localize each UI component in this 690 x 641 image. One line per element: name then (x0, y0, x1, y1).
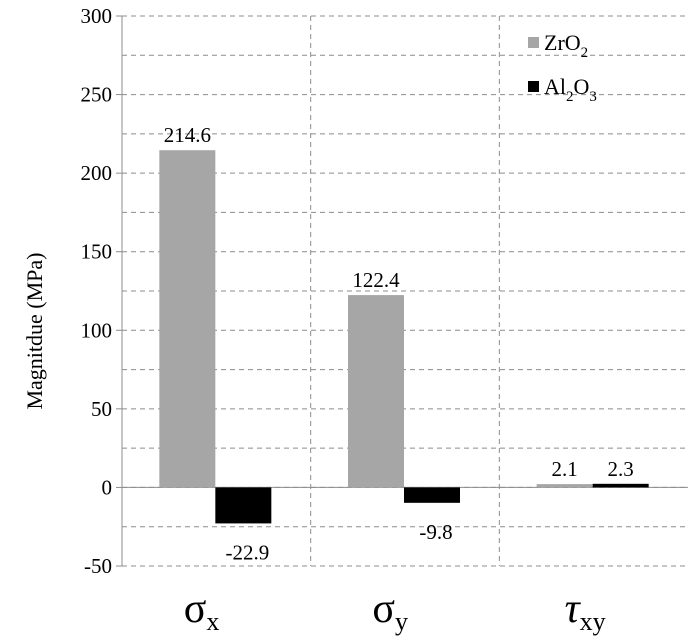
y-tick-label: 250 (81, 83, 113, 107)
legend-item-al2o3: Al2O3 (528, 74, 597, 105)
x-tick-subscript: y (395, 607, 408, 636)
legend: ZrO2 Al2O3 (528, 30, 597, 105)
bars (159, 150, 649, 524)
y-tick-label: -50 (84, 554, 112, 578)
value-labels: 214.6 122.4 2.1 -22.9 -9.8 2.3 (164, 123, 634, 564)
x-tick-symbol: τ (565, 586, 582, 632)
legend-item-zro2: ZrO2 (528, 30, 588, 61)
x-tick-symbol: σ (372, 586, 395, 632)
x-tick-subscript: xy (580, 607, 606, 636)
x-axis: σ x σ y τ xy (184, 586, 606, 636)
legend-label: ZrO2 (544, 30, 588, 61)
x-tick-symbol: σ (184, 586, 207, 632)
legend-swatch (528, 37, 539, 48)
x-tick-label: τ xy (565, 586, 606, 636)
y-tick-label: 200 (81, 161, 113, 185)
bar-zro2 (536, 484, 593, 488)
data-label: -9.8 (419, 520, 452, 544)
y-axis-title: Magnitdue (MPa) (22, 252, 47, 409)
y-tick-label: 300 (81, 4, 113, 28)
y-tick-label: 100 (81, 318, 113, 342)
legend-label: Al2O3 (544, 74, 597, 105)
bar-al2o3 (592, 483, 649, 488)
y-tick-label: 50 (91, 397, 112, 421)
legend-swatch (528, 81, 539, 92)
data-label: 2.3 (608, 457, 634, 481)
data-label: 214.6 (164, 123, 211, 147)
bar-zro2 (159, 150, 216, 488)
y-tick-label: 150 (81, 240, 113, 264)
y-axis: -50 0 50 100 150 200 250 300 (81, 4, 123, 578)
bar-zro2 (348, 295, 404, 488)
bar-al2o3 (404, 487, 460, 503)
data-label: -22.9 (225, 540, 269, 564)
bar-al2o3 (215, 487, 272, 524)
y-tick-label: 0 (102, 475, 113, 499)
data-label: 2.1 (552, 457, 578, 481)
data-label: 122.4 (352, 268, 400, 292)
x-tick-subscript: x (206, 607, 219, 636)
